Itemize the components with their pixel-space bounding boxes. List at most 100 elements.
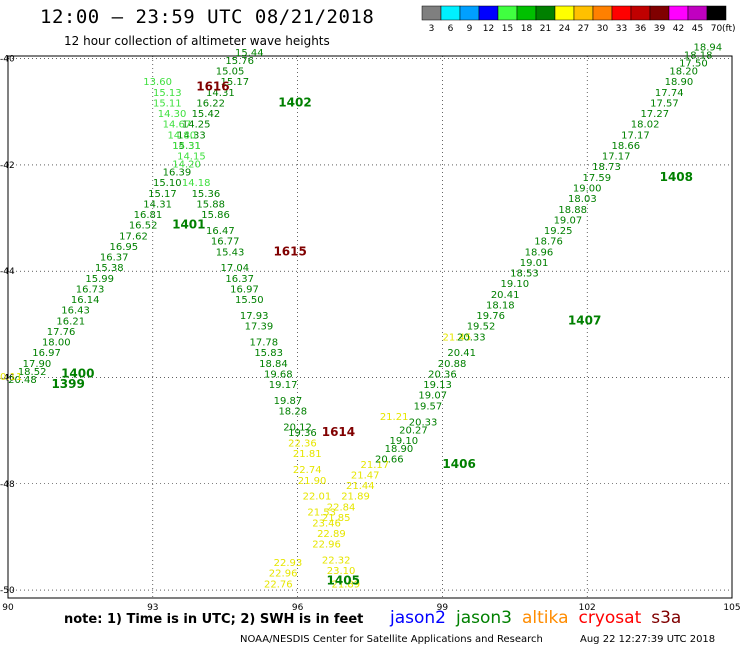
wave-height-value: 21.85	[322, 513, 351, 524]
wave-height-value: 17.50	[679, 59, 708, 70]
wave-height-value: 14.31	[206, 88, 235, 99]
satellite-name: jason3	[456, 608, 512, 628]
wave-height-value: 14.31	[172, 141, 201, 152]
legend-label: 30	[597, 24, 609, 34]
wave-height-value: 15.36	[192, 189, 221, 200]
wave-height-value: 18.03	[568, 194, 597, 205]
wave-height-value: 17.62	[119, 231, 148, 242]
wave-height-value: 16.21	[56, 316, 85, 327]
wave-height-value: 16.73	[76, 284, 105, 295]
wave-height-value: 21.90	[298, 476, 327, 487]
wave-height-value: 19.07	[554, 215, 583, 226]
satellite-name: altika	[522, 608, 569, 628]
legend-swatch	[706, 5, 727, 21]
lon-tick-label: 102	[579, 603, 596, 613]
legend-label: 3	[429, 24, 435, 34]
wave-height-value: 15.43	[216, 247, 245, 258]
wave-height-value: 22.84	[327, 502, 356, 513]
legend-label: 39	[654, 24, 666, 34]
lat-tick-label: -44	[0, 267, 15, 277]
wave-height-value: 15.11	[153, 98, 182, 109]
legend-swatch	[440, 5, 461, 21]
wave-height-value: 18.76	[534, 237, 563, 248]
wave-height-value: 17.57	[650, 98, 679, 109]
footer-note: note: 1) Time is in UTC; 2) SWH is in fe…	[64, 612, 364, 627]
lon-tick-label: 93	[147, 603, 158, 613]
track-number: 1407	[568, 313, 601, 327]
wave-height-value: 15.42	[192, 109, 221, 120]
wave-height-value: 17.17	[621, 130, 650, 141]
wave-height-value: 22.96	[269, 569, 298, 580]
lon-tick-label: 96	[292, 603, 304, 613]
track-number: 1408	[660, 170, 693, 184]
wave-height-value: 14.31	[143, 199, 172, 210]
wave-height-value: 18.94	[694, 43, 723, 54]
wave-height-value: 17.90	[23, 359, 52, 370]
track-number: 1402	[278, 95, 311, 109]
wave-height-value: 17.93	[240, 311, 269, 322]
legend-label: 45	[692, 24, 703, 34]
wave-height-value: 20.41	[491, 290, 520, 301]
wave-height-value: 20.66	[375, 455, 404, 466]
wave-height-value: 19.52	[467, 322, 496, 333]
wave-height-value: 18.66	[611, 141, 640, 152]
map-subtitle: 12 hour collection of altimeter wave hei…	[64, 34, 330, 48]
wave-height-value: 20.33	[457, 332, 486, 343]
wave-height-value: 19.10	[500, 279, 529, 290]
track-number: 1616	[196, 80, 229, 94]
wave-height-value: 16.39	[163, 168, 192, 179]
legend-swatch	[573, 5, 594, 21]
wave-height-value: 19.13	[423, 380, 452, 391]
wave-height-value: 14.67	[163, 120, 192, 131]
wave-height-value: 21.21	[380, 412, 409, 423]
legend-swatch	[421, 5, 442, 21]
timestamp: Aug 22 12:27:39 UTC 2018	[580, 634, 716, 645]
wave-height-value: 19.36	[288, 428, 317, 439]
wave-height-value: 18.90	[385, 444, 414, 455]
wave-height-value: 21.89	[332, 579, 361, 590]
wave-height-value: 14.33	[177, 130, 206, 141]
legend-swatch	[668, 5, 689, 21]
wave-height-value: 16.37	[225, 274, 254, 285]
wave-height-value: 20.36	[428, 369, 457, 380]
wave-height-value: 21.44	[346, 481, 375, 492]
wave-height-value: 19.87	[274, 396, 303, 407]
wave-height-value: 15.17	[221, 77, 250, 88]
wave-height-value: 14.80	[167, 130, 196, 141]
lat-tick-label: -40	[0, 55, 15, 65]
wave-height-value: 15.50	[235, 295, 264, 306]
lon-tick-label: 90	[2, 603, 14, 613]
legend-swatch	[630, 5, 651, 21]
legend-swatch	[649, 5, 670, 21]
wave-height-value: 22.32	[322, 555, 351, 566]
legend-label: 9	[467, 24, 473, 34]
wave-height-value: 18.53	[510, 269, 539, 280]
wave-height-value: 18.20	[669, 67, 698, 78]
legend-label: 12	[483, 24, 494, 34]
wave-height-value: 15.10	[153, 178, 182, 189]
wave-height-value: 17.74	[655, 88, 684, 99]
wave-height-value: 16.81	[134, 210, 163, 221]
wave-height-value: 23.46	[312, 518, 341, 529]
wave-height-value: 18.73	[592, 162, 621, 173]
wave-height-value: 19.10	[389, 436, 418, 447]
wave-height-value: 14.20	[172, 160, 201, 171]
legend-unit: (ft)	[722, 24, 736, 34]
wave-height-value: 17.78	[249, 338, 278, 349]
wave-height-value: 16.43	[61, 306, 90, 317]
wave-height-value: 14.18	[182, 178, 211, 189]
wave-height-value: 16.52	[129, 221, 158, 232]
wave-height-value: 16.37	[100, 253, 129, 264]
legend-swatch	[592, 5, 613, 21]
wave-height-value: 16.77	[211, 237, 240, 248]
wave-height-value: 16.47	[206, 226, 235, 237]
wave-height-value: 19.07	[418, 391, 447, 402]
wave-height-value: 18.96	[525, 247, 554, 258]
wave-height-value: 20.12	[283, 423, 312, 434]
wave-height-value: 14.30	[158, 109, 187, 120]
legend-label: 18	[521, 24, 533, 34]
wave-height-value: 20.48	[8, 375, 37, 386]
legend-swatch	[687, 5, 708, 21]
